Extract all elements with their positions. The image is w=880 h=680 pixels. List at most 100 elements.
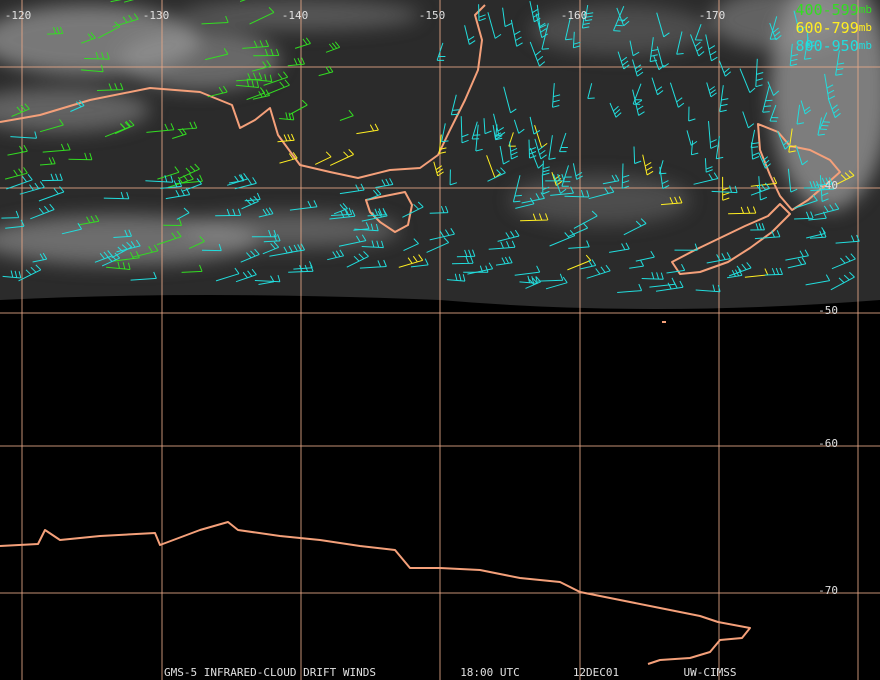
- wind-barb: [706, 82, 717, 98]
- wind-barb: [567, 222, 589, 238]
- wind-barb: [584, 5, 594, 22]
- wind-barb: [188, 236, 205, 249]
- wind-barb: [19, 181, 45, 195]
- wind-barb: [497, 229, 520, 242]
- wind-barb: [239, 0, 246, 2]
- wind-barb: [534, 138, 547, 160]
- wind-barb: [438, 134, 447, 154]
- wind-barb: [623, 218, 647, 236]
- wind-barb: [835, 50, 845, 76]
- wind-barb: [32, 252, 48, 263]
- wind-barb: [787, 257, 807, 269]
- wind-barb: [182, 178, 202, 192]
- wind-barb: [795, 146, 809, 166]
- wind-barb: [572, 163, 583, 180]
- wind-barb: [487, 12, 502, 39]
- wind-barb: [47, 26, 64, 35]
- wind-barb: [478, 4, 486, 22]
- wind-barb: [538, 273, 564, 282]
- wind-barb: [793, 10, 806, 32]
- wind-barb: [1, 210, 20, 219]
- wind-barb: [475, 124, 483, 152]
- wind-barb: [18, 264, 42, 282]
- wind-barb: [835, 234, 860, 244]
- wind-barb: [764, 267, 783, 276]
- wind-barb: [251, 60, 272, 72]
- wind-barb: [728, 206, 757, 215]
- wind-barb: [719, 85, 729, 113]
- wind-barb: [510, 19, 523, 47]
- legend-unit: mb: [859, 21, 872, 34]
- wind-barb: [61, 222, 83, 235]
- wind-barb: [715, 136, 724, 160]
- wind-barb: [541, 174, 550, 195]
- wind-barb: [235, 79, 260, 88]
- wind-barb: [7, 144, 28, 156]
- wind-barb: [656, 46, 669, 68]
- longitude-label: -160: [561, 9, 588, 22]
- wind-barb: [80, 64, 104, 73]
- wind-barb: [633, 146, 642, 165]
- wind-barb: [581, 11, 590, 29]
- wind-barb: [529, 41, 546, 67]
- wind-barb: [659, 166, 670, 189]
- wind-barb: [325, 41, 341, 53]
- wind-barb: [690, 34, 705, 57]
- wind-barb: [354, 223, 379, 232]
- wind-barb: [824, 73, 836, 100]
- wind-barb: [564, 17, 573, 41]
- wind-barb: [796, 104, 804, 125]
- wind-barb: [375, 178, 394, 188]
- wind-barb: [502, 7, 512, 28]
- wind-barb: [509, 141, 519, 160]
- wind-barb: [103, 191, 130, 200]
- wind-barb: [649, 37, 659, 63]
- wind-barb: [145, 175, 174, 183]
- wind-barb: [81, 32, 96, 44]
- wind-barb: [528, 139, 537, 159]
- wind-barb: [789, 43, 799, 67]
- wind-barb: [767, 81, 780, 96]
- wind-barb: [258, 275, 275, 285]
- footer-text: GMS-5 INFRARED-CLOUD DRIFT WINDS: [164, 666, 376, 679]
- wind-barb: [519, 275, 538, 284]
- wind-barb: [487, 167, 506, 182]
- longitude-label: -130: [143, 9, 170, 22]
- wind-barb: [338, 234, 367, 247]
- wind-barb: [635, 250, 655, 262]
- wind-barb: [467, 262, 494, 275]
- wind-barb: [101, 252, 121, 267]
- wind-barb: [132, 244, 159, 258]
- wind-barb: [777, 131, 791, 150]
- wind-barb: [240, 248, 260, 263]
- wind-barb: [460, 116, 469, 144]
- wind-barb: [356, 123, 379, 135]
- wind-barb: [451, 256, 474, 265]
- wind-barb: [602, 174, 620, 185]
- wind-barb: [718, 60, 732, 77]
- footer-text: 12DEC01: [573, 666, 619, 679]
- latitude-label: -70: [818, 584, 838, 597]
- wind-barb: [279, 112, 295, 121]
- wind-barb: [329, 209, 356, 220]
- wind-barb: [817, 117, 825, 136]
- wind-barb: [653, 55, 665, 71]
- wind-barb: [573, 210, 598, 229]
- wind-barb: [4, 167, 28, 180]
- wind-barb: [520, 213, 549, 222]
- wind-barb: [632, 89, 645, 116]
- wind-barb: [568, 240, 590, 249]
- wind-barb: [492, 125, 502, 140]
- wind-barb: [215, 267, 240, 282]
- wind-barb: [39, 157, 56, 166]
- wind-barb: [327, 249, 345, 261]
- legend-entry: 600-799mb: [796, 19, 872, 37]
- australia-coast: [0, 4, 486, 179]
- wind-barb: [744, 268, 769, 278]
- wind-barb: [253, 48, 280, 57]
- wind-barb: [266, 79, 290, 96]
- wind-barb: [632, 59, 644, 77]
- wind-barb: [5, 219, 25, 229]
- wind-barb: [111, 241, 133, 259]
